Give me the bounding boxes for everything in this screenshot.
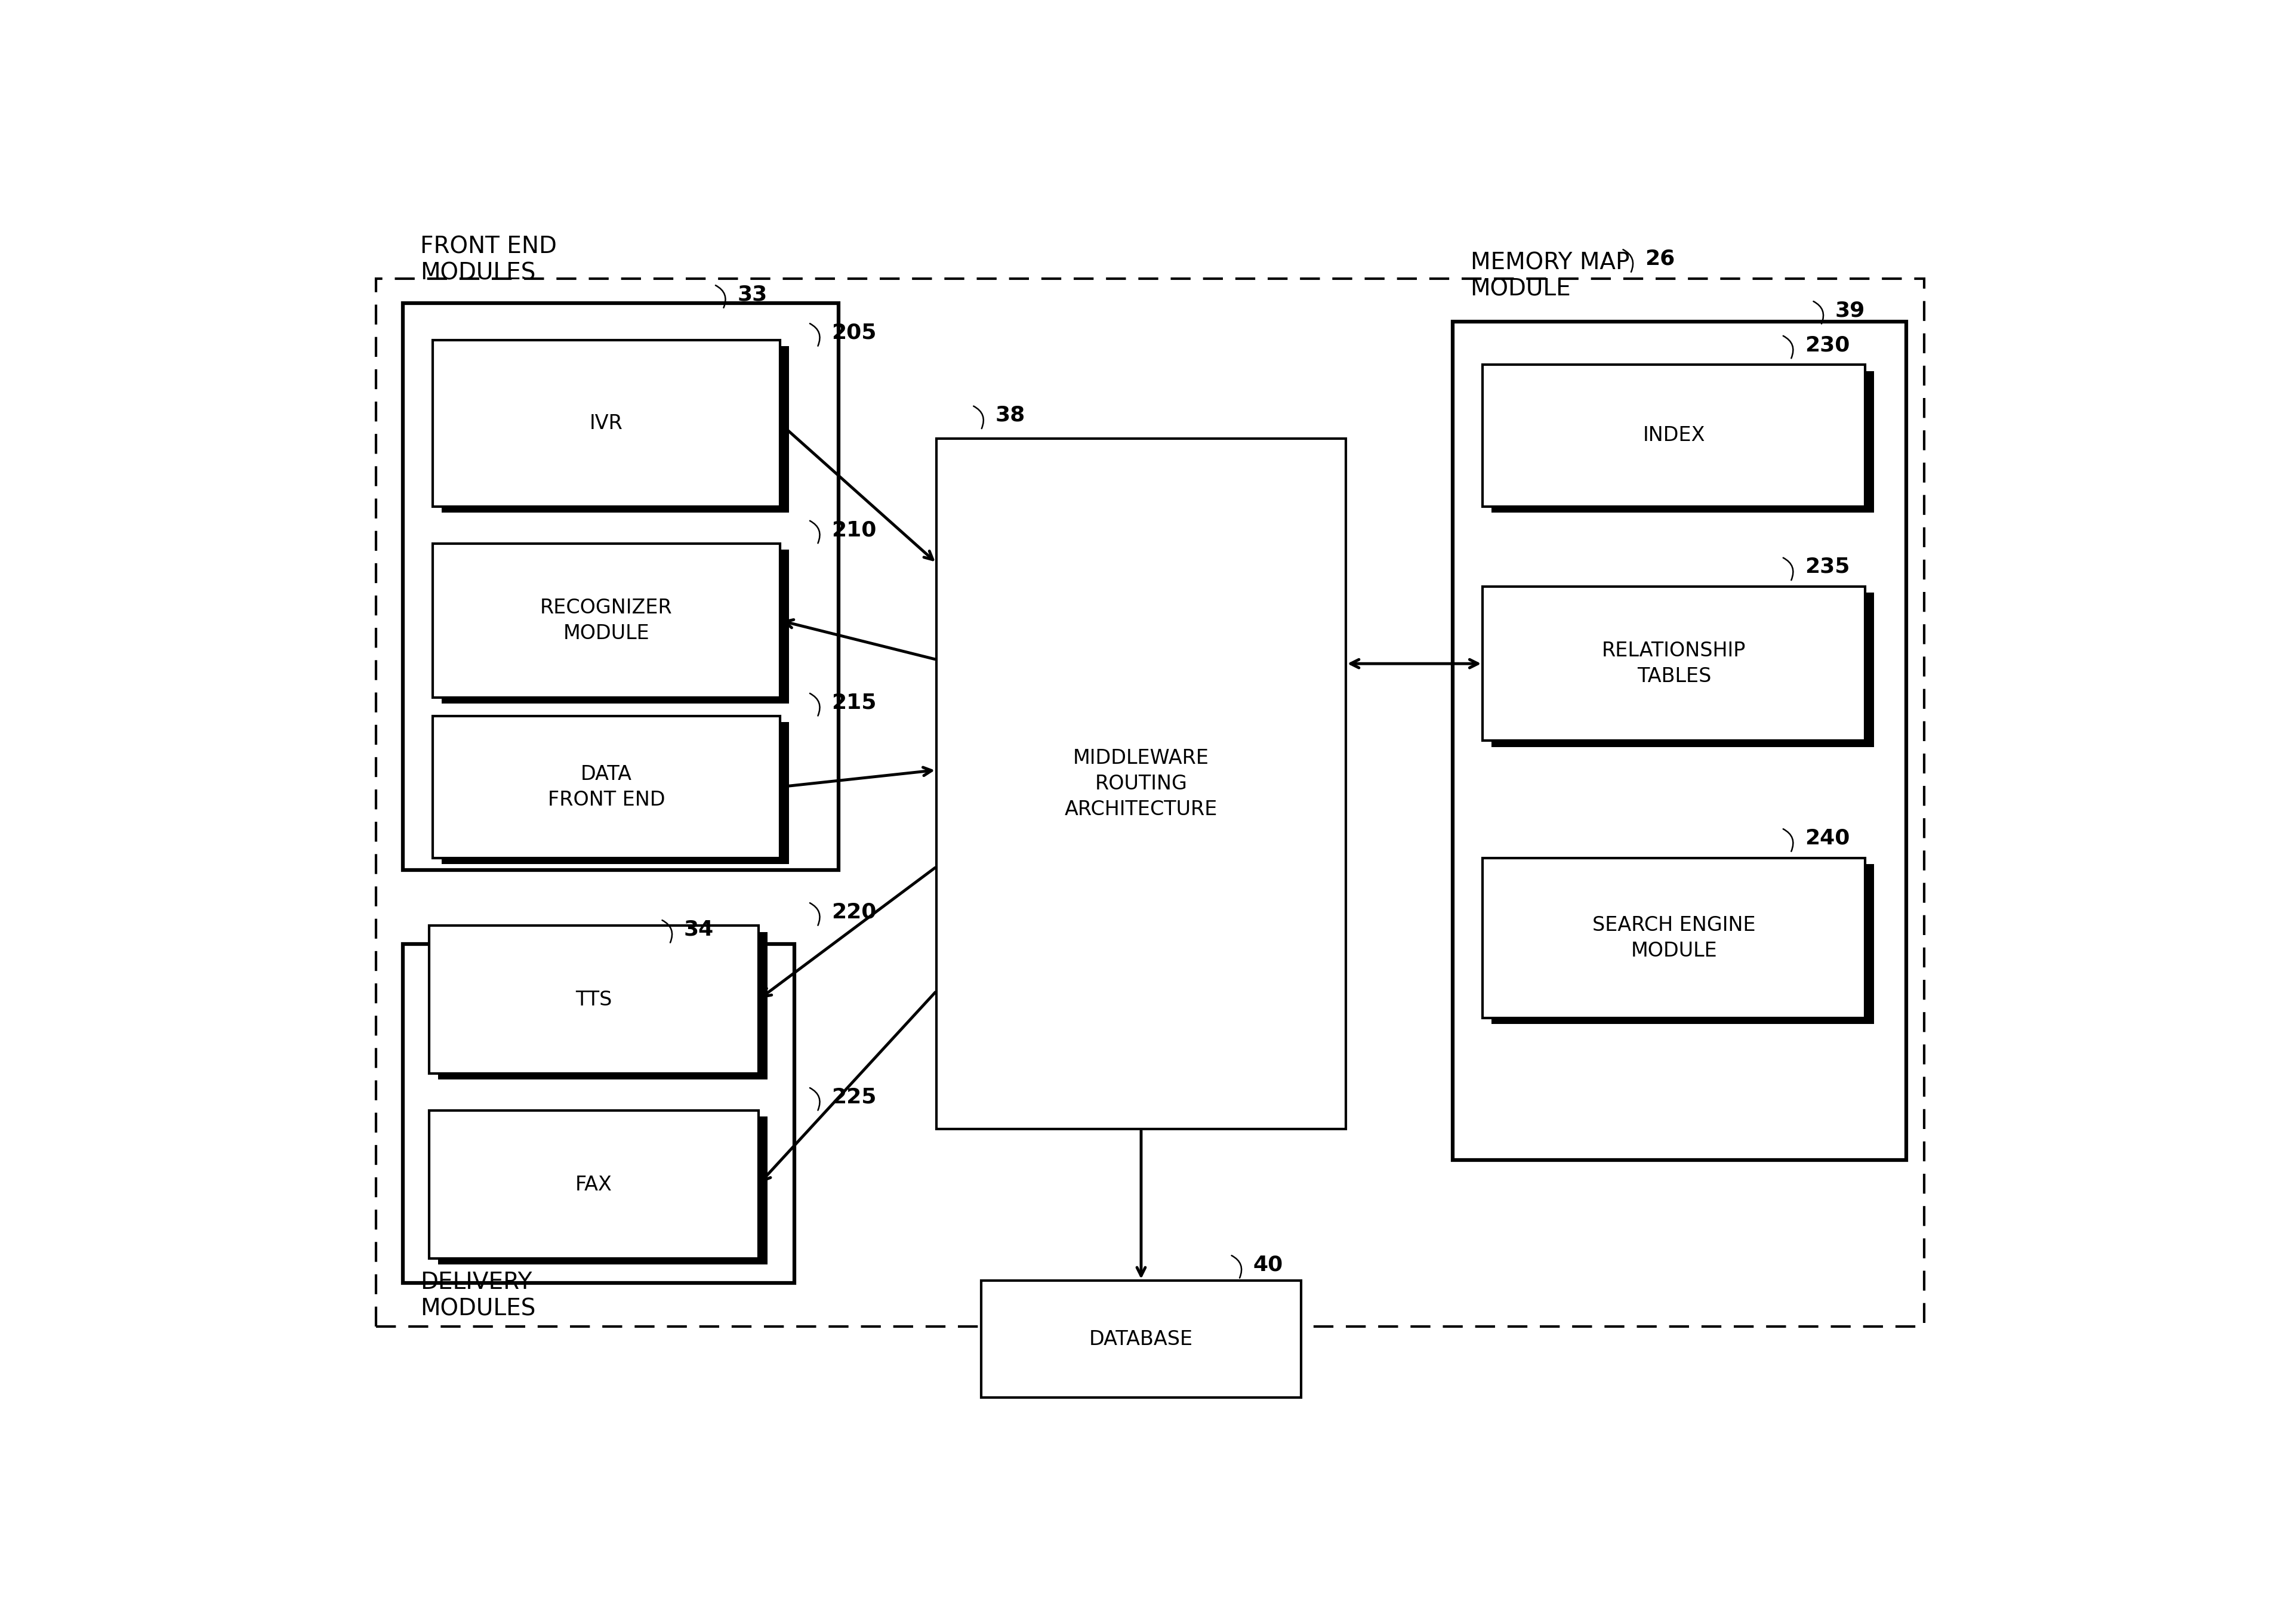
Text: 38: 38 xyxy=(994,405,1026,426)
Bar xyxy=(434,339,781,506)
Text: 33: 33 xyxy=(737,285,767,304)
Bar xyxy=(439,1117,767,1265)
Bar xyxy=(980,1281,1302,1398)
Text: FAX: FAX xyxy=(576,1175,613,1194)
Text: RELATIONSHIP
TABLES: RELATIONSHIP TABLES xyxy=(1603,640,1745,687)
Text: TTS: TTS xyxy=(576,989,613,1009)
Bar xyxy=(1492,371,1874,512)
Text: DELIVERY
MODULES: DELIVERY MODULES xyxy=(420,1271,535,1321)
Bar xyxy=(1492,592,1874,746)
Bar xyxy=(434,716,781,858)
Text: INDEX: INDEX xyxy=(1644,426,1706,445)
Text: IVR: IVR xyxy=(590,413,622,434)
Bar xyxy=(439,932,767,1079)
Bar xyxy=(429,925,758,1074)
Bar xyxy=(1483,858,1864,1018)
Bar xyxy=(434,543,781,698)
Bar xyxy=(1483,365,1864,506)
Text: 235: 235 xyxy=(1805,557,1851,576)
Text: 39: 39 xyxy=(1835,301,1864,320)
Bar xyxy=(1483,586,1864,741)
Bar xyxy=(937,439,1345,1129)
Bar xyxy=(441,722,790,865)
Text: 26: 26 xyxy=(1644,248,1674,269)
Bar xyxy=(377,279,1924,1326)
Text: 40: 40 xyxy=(1254,1255,1283,1274)
Bar xyxy=(402,303,838,871)
Text: 230: 230 xyxy=(1805,335,1851,355)
Text: 220: 220 xyxy=(831,901,877,922)
Text: 34: 34 xyxy=(684,919,714,940)
Text: MEMORY MAP
MODULE: MEMORY MAP MODULE xyxy=(1469,251,1630,301)
Text: DATA
FRONT END: DATA FRONT END xyxy=(549,764,666,810)
Text: 240: 240 xyxy=(1805,828,1851,849)
Bar xyxy=(441,549,790,704)
Text: RECOGNIZER
MODULE: RECOGNIZER MODULE xyxy=(540,597,673,644)
Text: 215: 215 xyxy=(831,692,877,712)
Text: DATABASE: DATABASE xyxy=(1088,1329,1194,1350)
Text: FRONT END
MODULES: FRONT END MODULES xyxy=(420,235,558,285)
Bar xyxy=(1492,865,1874,1025)
Bar xyxy=(441,346,790,512)
Text: MIDDLEWARE
ROUTING
ARCHITECTURE: MIDDLEWARE ROUTING ARCHITECTURE xyxy=(1065,748,1217,820)
Text: 205: 205 xyxy=(831,322,877,343)
Text: 225: 225 xyxy=(831,1087,877,1108)
Bar xyxy=(1453,322,1906,1159)
Text: SEARCH ENGINE
MODULE: SEARCH ENGINE MODULE xyxy=(1593,916,1756,961)
Text: 210: 210 xyxy=(831,520,877,540)
Bar xyxy=(429,1111,758,1258)
Bar xyxy=(402,945,794,1282)
